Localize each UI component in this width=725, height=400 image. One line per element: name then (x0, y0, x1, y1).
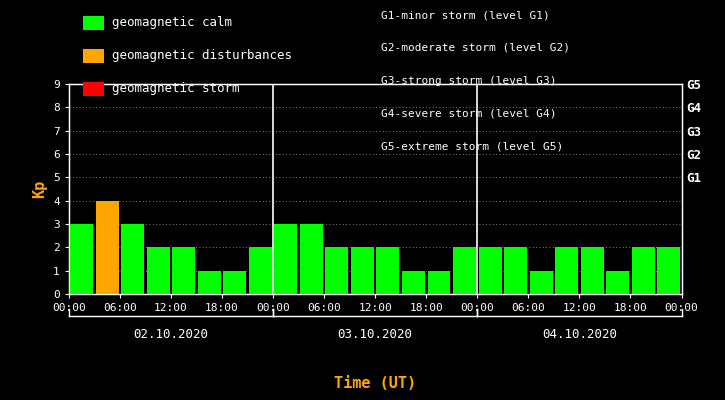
Text: G3-strong storm (level G3): G3-strong storm (level G3) (381, 76, 556, 86)
Text: G5-extreme storm (level G5): G5-extreme storm (level G5) (381, 141, 563, 151)
Bar (70, 224, 93, 294)
Y-axis label: Kp: Kp (33, 180, 48, 198)
Text: G4-severe storm (level G4): G4-severe storm (level G4) (381, 108, 556, 118)
Bar (223, 271, 246, 294)
Bar (453, 247, 476, 294)
Bar (606, 271, 629, 294)
Bar (658, 247, 680, 294)
Bar (581, 247, 604, 294)
Text: G2-moderate storm (level G2): G2-moderate storm (level G2) (381, 43, 570, 53)
Bar (530, 271, 552, 294)
Bar (121, 224, 144, 294)
Bar (300, 224, 323, 294)
Text: geomagnetic storm: geomagnetic storm (112, 82, 240, 95)
Bar (249, 247, 272, 294)
Bar (146, 247, 170, 294)
Bar (631, 247, 655, 294)
Text: geomagnetic calm: geomagnetic calm (112, 16, 233, 29)
Text: 03.10.2020: 03.10.2020 (338, 328, 413, 341)
Bar (198, 271, 220, 294)
Text: G1-minor storm (level G1): G1-minor storm (level G1) (381, 10, 550, 20)
Bar (326, 247, 349, 294)
Text: 04.10.2020: 04.10.2020 (542, 328, 617, 341)
Bar (376, 247, 399, 294)
Bar (274, 224, 297, 294)
Bar (478, 247, 502, 294)
Bar (402, 271, 425, 294)
Text: 02.10.2020: 02.10.2020 (133, 328, 209, 341)
Text: Time (UT): Time (UT) (334, 376, 416, 391)
Text: geomagnetic disturbances: geomagnetic disturbances (112, 49, 292, 62)
Bar (351, 247, 374, 294)
Bar (96, 201, 119, 294)
Bar (504, 247, 527, 294)
Bar (173, 247, 195, 294)
Bar (555, 247, 578, 294)
Bar (428, 271, 450, 294)
